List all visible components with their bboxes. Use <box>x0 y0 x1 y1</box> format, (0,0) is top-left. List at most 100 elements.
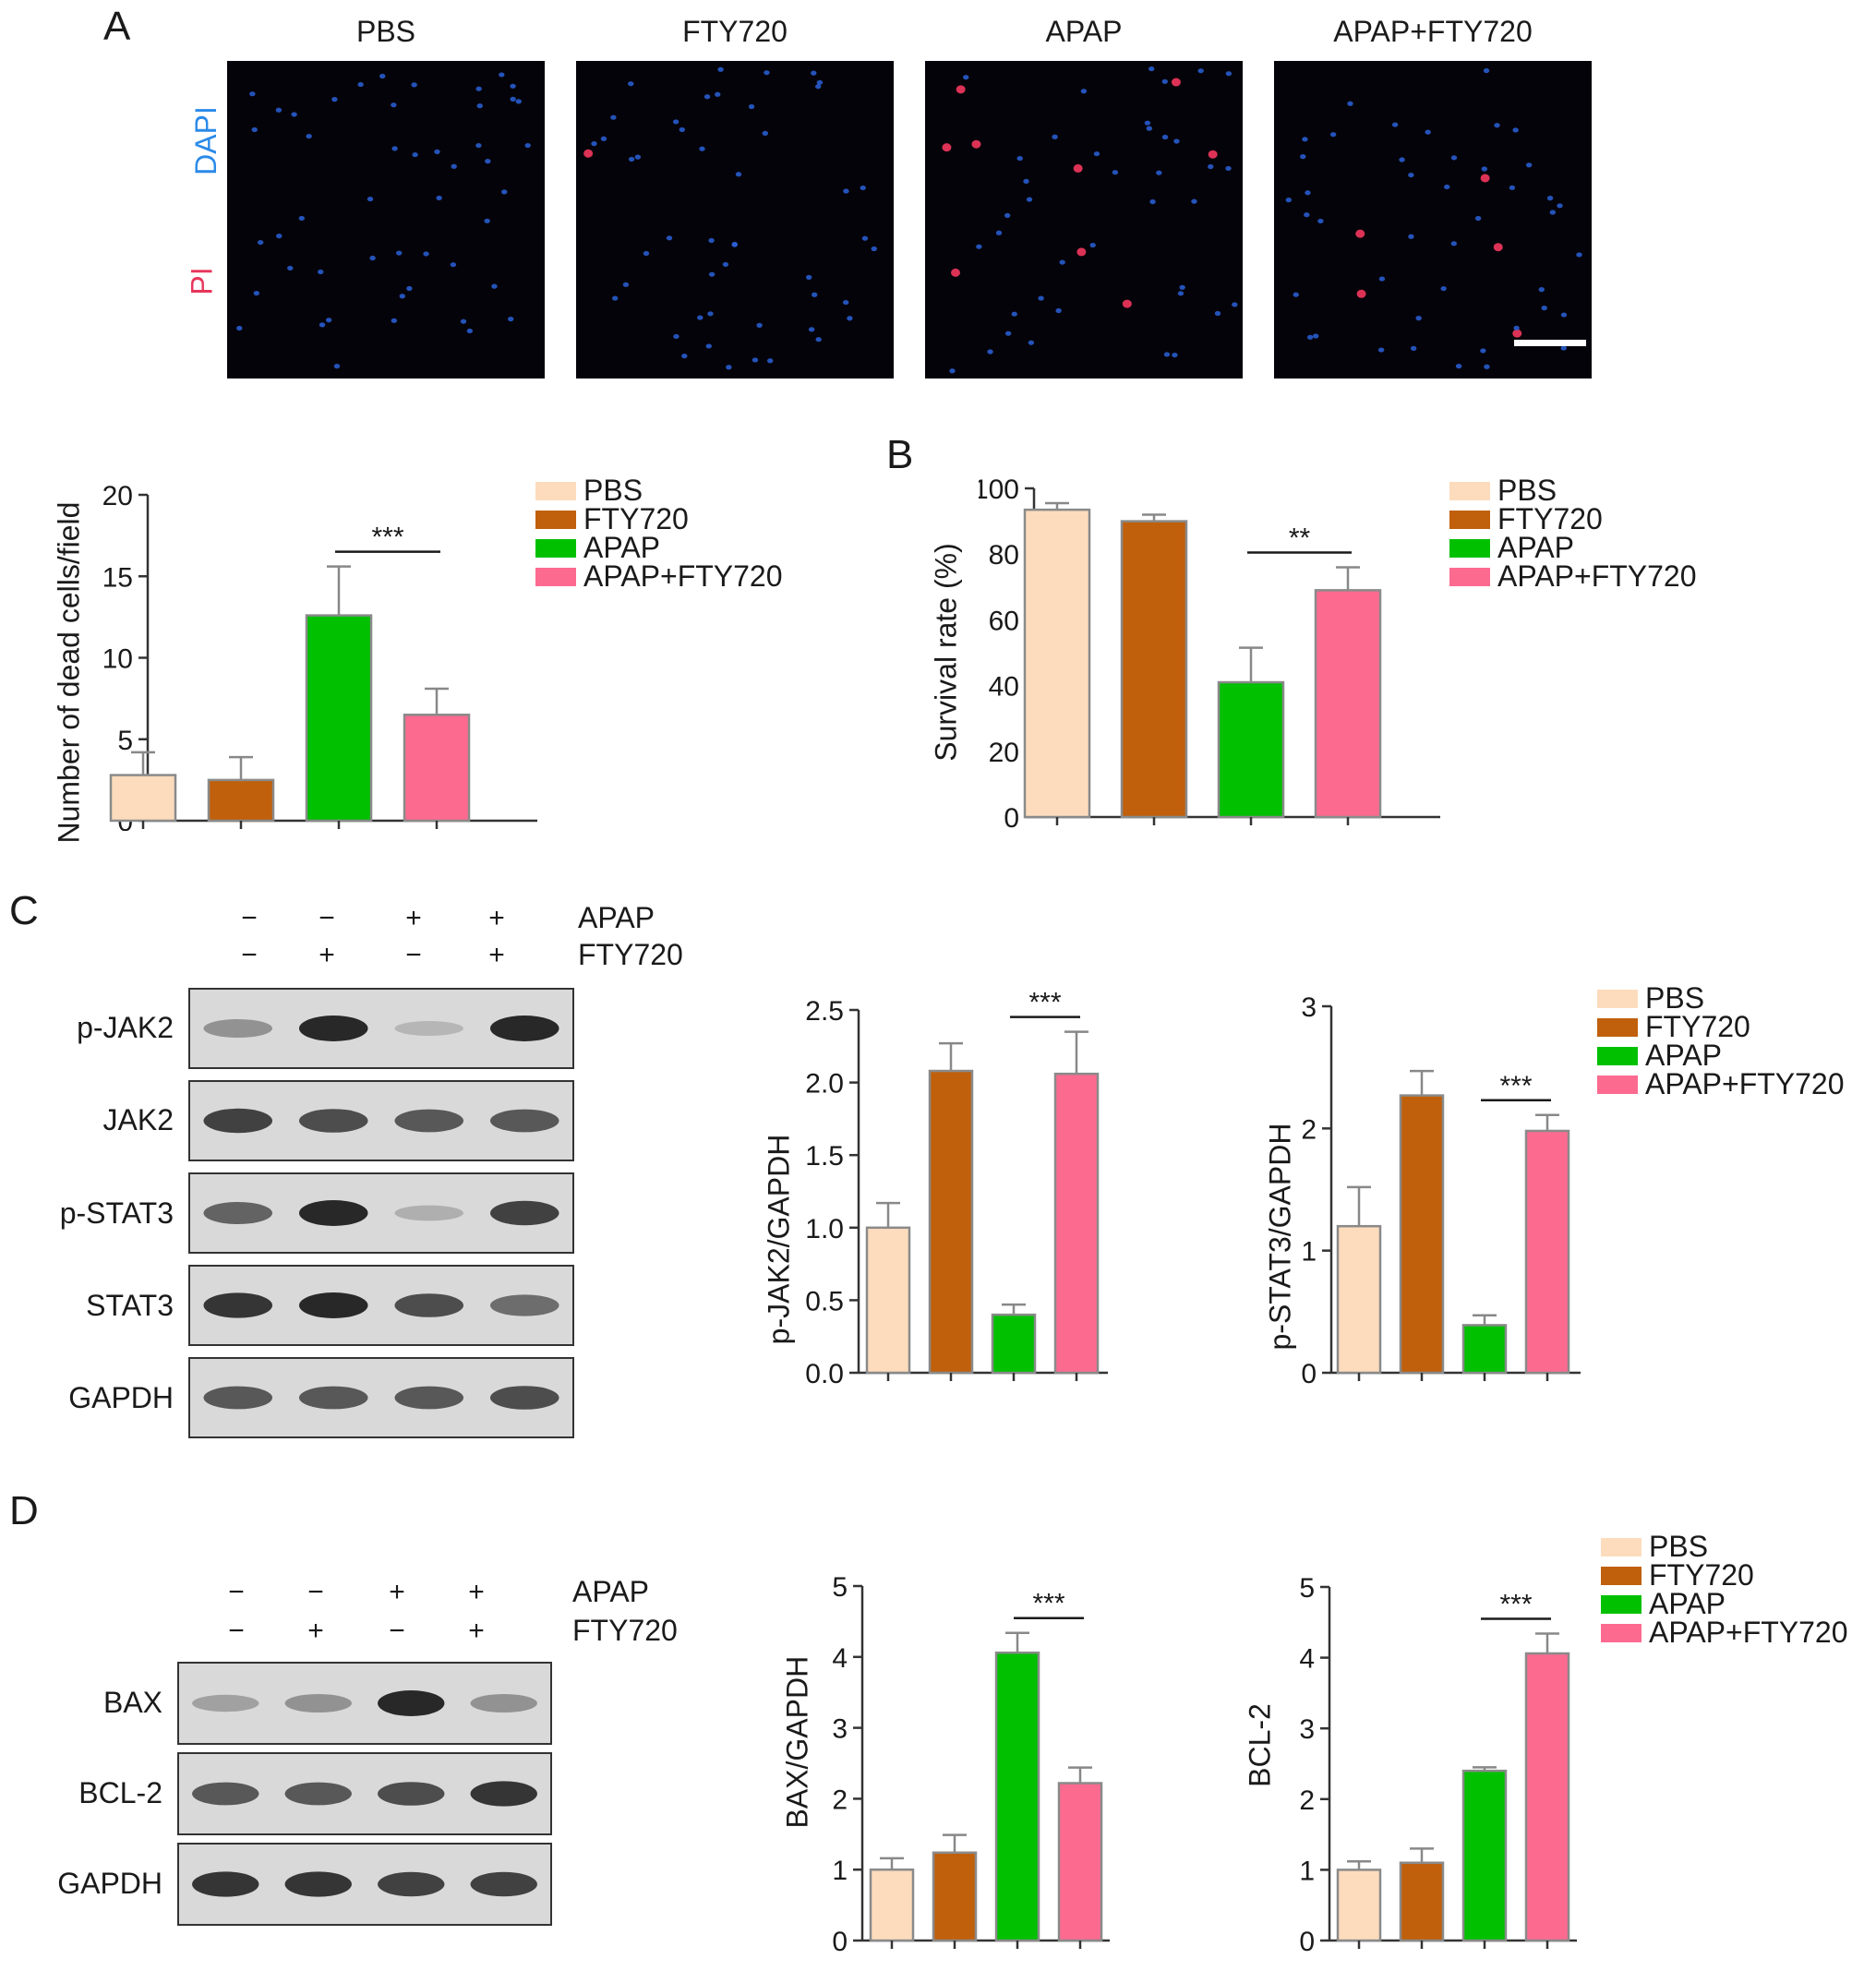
nucleus <box>731 242 738 247</box>
nucleus <box>1089 242 1096 248</box>
nucleus <box>1415 316 1422 321</box>
y-tick-label: 1.0 <box>805 1214 844 1244</box>
sig-marker: *** <box>1028 992 1061 1018</box>
nucleus <box>622 282 630 287</box>
nucleus <box>861 235 869 241</box>
nucleus <box>1302 137 1308 142</box>
nucleus <box>1356 289 1366 298</box>
nucleus <box>1494 123 1500 128</box>
y-tick-label: 1.5 <box>805 1141 844 1172</box>
ylabel-bax: BAX/GAPDH <box>780 1655 814 1829</box>
blot-band <box>192 1694 259 1713</box>
nucleus <box>1512 127 1519 133</box>
blot-band <box>298 1386 368 1410</box>
nucleus <box>306 133 312 139</box>
y-tick-label: 40 <box>989 672 1019 703</box>
blot-band <box>284 1694 352 1713</box>
nucleus <box>1576 252 1582 258</box>
nucleus <box>1055 307 1062 314</box>
y-tick-label: 0 <box>1004 803 1019 831</box>
bar-apap <box>1461 1324 1508 1375</box>
nucleus <box>871 246 877 252</box>
nucleus <box>762 130 769 136</box>
y-tick-label: 4 <box>832 1643 848 1674</box>
bar-fty720 <box>207 778 275 823</box>
nucleus <box>1156 170 1162 175</box>
bar-apap <box>991 1313 1037 1375</box>
micro-title-pbs: PBS <box>355 15 416 48</box>
nucleus <box>460 318 467 324</box>
nucleus <box>287 265 294 271</box>
legend-label: APAP <box>583 531 660 564</box>
blot-band <box>298 1109 368 1133</box>
micro-title-apap-fty720: APAP+FTY720 <box>1333 15 1533 48</box>
blot-band <box>378 1690 445 1716</box>
nucleus <box>1076 247 1087 257</box>
nucleus <box>298 215 306 222</box>
nucleus <box>704 94 711 100</box>
nucleus <box>942 143 952 152</box>
d-treat-label-fty720: FTY720 <box>572 1614 678 1647</box>
nucleus <box>1163 352 1171 357</box>
legend-swatch <box>1601 1624 1642 1642</box>
nucleus <box>1016 155 1023 162</box>
blot-label-gapdh-c: GAPDH <box>68 1381 174 1414</box>
blot-band <box>192 1782 259 1806</box>
nucleus <box>1146 126 1153 131</box>
y-tick-label: 2 <box>1301 1114 1317 1145</box>
nucleus <box>1408 234 1414 239</box>
y-tick-label: 20 <box>102 481 133 511</box>
nucleus <box>583 149 594 158</box>
nucleus <box>236 325 243 331</box>
nucleus <box>1208 163 1214 170</box>
nucleus <box>1560 345 1567 351</box>
nucleus <box>391 318 398 323</box>
nucleus <box>752 357 759 363</box>
blot-label-bax: BAX <box>102 1686 162 1719</box>
blot-band <box>203 1292 273 1318</box>
y-tick-label: 4 <box>1299 1644 1315 1675</box>
c-treat-label-apap: APAP <box>578 901 655 934</box>
nucleus <box>1093 150 1100 157</box>
y-tick-label: 3 <box>832 1714 848 1745</box>
nucleus <box>808 327 815 332</box>
nucleus <box>717 66 724 72</box>
y-tick-label: 0.0 <box>805 1359 844 1389</box>
micro-image-apap-fty720 <box>1274 61 1592 379</box>
nucleus <box>814 84 822 90</box>
nucleus <box>1179 284 1185 290</box>
y-tick-label: 20 <box>989 738 1019 768</box>
blot-band <box>284 1871 352 1897</box>
blot-band <box>394 1386 464 1410</box>
nucleus <box>379 73 386 79</box>
nucleus <box>436 195 442 201</box>
nucleus <box>1399 157 1405 162</box>
nucleus <box>319 322 326 328</box>
nucleus <box>484 218 490 223</box>
blot-bcl2 <box>177 1752 552 1835</box>
nucleus <box>1408 172 1414 178</box>
bar-apap-fty720 <box>403 714 471 823</box>
blot-band <box>489 1109 559 1133</box>
stain-label-dapi: DAPI <box>188 106 222 175</box>
chart-survival: 0 20 40 60 80 100 ** <box>979 475 1440 831</box>
y-tick-label: 0 <box>1299 1927 1315 1957</box>
nucleus <box>1011 311 1017 317</box>
ylabel-survival: Survival rate (%) <box>929 543 963 762</box>
nucleus <box>860 185 866 191</box>
bar-apap-fty720 <box>1314 589 1382 819</box>
nucleus <box>963 75 969 80</box>
nucleus <box>434 149 440 154</box>
nucleus <box>811 292 818 297</box>
bar-fty720 <box>1399 1861 1445 1942</box>
nucleus <box>1004 212 1011 219</box>
nucleus <box>1059 259 1065 265</box>
d-sign-apap-4: + <box>468 1577 485 1607</box>
bar-fty720 <box>928 1069 974 1375</box>
nucleus <box>1312 333 1319 339</box>
nucleus <box>634 154 642 160</box>
nucleus <box>950 268 960 277</box>
legend-label: APAP <box>1497 531 1574 564</box>
d-sign-fty-3: − <box>389 1616 405 1646</box>
